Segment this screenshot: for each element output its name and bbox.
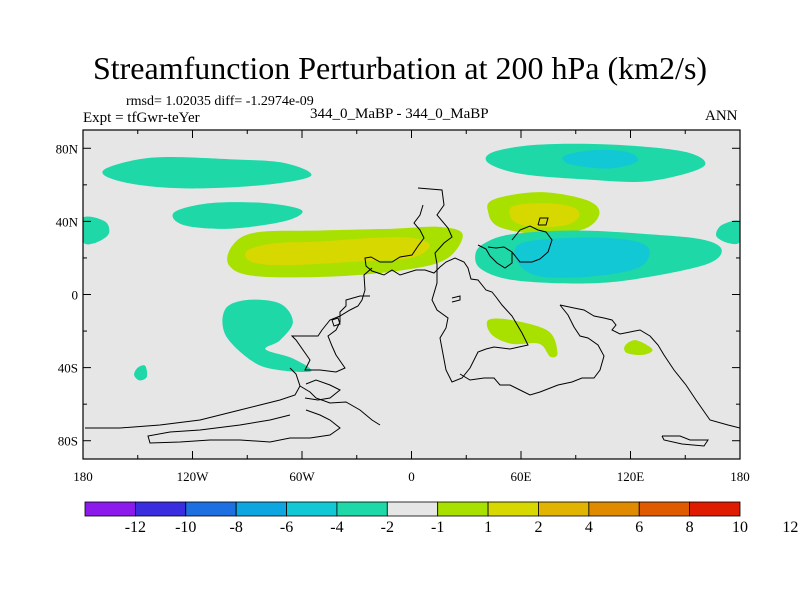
x-tick-label: 60W <box>289 469 315 484</box>
y-tick-label: 0 <box>72 288 79 303</box>
contour-region-sam-low <box>222 299 312 373</box>
contour-region-asia-low-core <box>514 237 650 278</box>
x-tick-label: 60E <box>511 469 532 484</box>
colorbar-label: -4 <box>330 519 343 536</box>
season-label: ANN <box>705 108 738 124</box>
x-tick-label: 180 <box>73 469 93 484</box>
contour-region-arctic-low-core <box>562 149 639 169</box>
colorbar-swatch <box>386 501 439 517</box>
y-axis: 80N 40N 0 40S 80S <box>56 141 740 449</box>
colorbar-label: 12 <box>782 519 798 536</box>
colorbar-swatch <box>336 501 388 517</box>
x-tick-label: 180 <box>730 469 750 484</box>
colorbar-label: -10 <box>175 519 196 536</box>
x-tick-label: 120E <box>617 469 645 484</box>
stats-line: rmsd= 1.02035 diff= -1.2974e-09 <box>126 94 314 109</box>
colorbar-swatch <box>185 501 237 517</box>
colorbar-label: 8 <box>686 519 694 536</box>
contour-region-australia-east-high <box>624 340 653 355</box>
colorbar-swatch <box>84 501 136 517</box>
colorbar-label: 1 <box>484 519 492 536</box>
y-tick-label: 40N <box>56 214 79 229</box>
x-tick-label: 0 <box>408 469 415 484</box>
colorbar-swatch <box>638 501 691 517</box>
colorbar-swatch <box>689 501 741 517</box>
contour-region-indian-ocean-high <box>486 318 558 358</box>
colorbar: -12 -10 -8 -6 -4 -2 -1 1 2 4 6 8 10 12 <box>84 501 798 536</box>
y-tick-label: 80S <box>58 434 78 449</box>
contour-region-nh-pacific-high <box>102 157 312 189</box>
x-tick-label: 120W <box>177 469 210 484</box>
colorbar-swatch <box>588 501 640 517</box>
contour-region-s-pacific-blob <box>134 365 148 381</box>
colorbar-label: 2 <box>534 519 542 536</box>
colorbar-label: 6 <box>635 519 643 536</box>
colorbar-label: 10 <box>732 519 748 536</box>
colorbar-swatch <box>286 501 338 517</box>
chart-title: Streamfunction Perturbation at 200 hPa (… <box>92 50 708 86</box>
colorbar-label: 4 <box>585 519 593 536</box>
contour-region-eurasia-high-core <box>509 203 580 228</box>
colorbar-label: -12 <box>125 519 146 536</box>
contour-region-west-edge-patch <box>83 216 110 245</box>
coastline <box>85 187 740 447</box>
contour-region-atlantic-ridge-core <box>245 237 430 266</box>
experiment-label: Expt = tfGwr-teYer <box>83 110 200 126</box>
y-tick-label: 80N <box>56 141 79 156</box>
colorbar-swatch <box>437 501 489 517</box>
contour-region-east-edge-patch <box>716 220 740 245</box>
colorbar-label: -6 <box>280 519 293 536</box>
colorbar-swatch <box>538 501 590 517</box>
case-label: 344_0_MaBP - 344_0_MaBP <box>310 106 489 122</box>
contour-region-na-mid-lat-band <box>172 202 303 229</box>
colorbar-label: -8 <box>229 519 242 536</box>
y-tick-label: 40S <box>58 361 78 376</box>
colorbar-swatch <box>235 501 287 517</box>
x-axis: 180 120W 60W 0 60E 120E 180 <box>73 130 750 484</box>
colorbar-swatch <box>134 501 187 517</box>
colorbar-label: -1 <box>431 519 444 536</box>
colorbar-swatch <box>487 501 539 517</box>
colorbar-label: -2 <box>381 519 394 536</box>
